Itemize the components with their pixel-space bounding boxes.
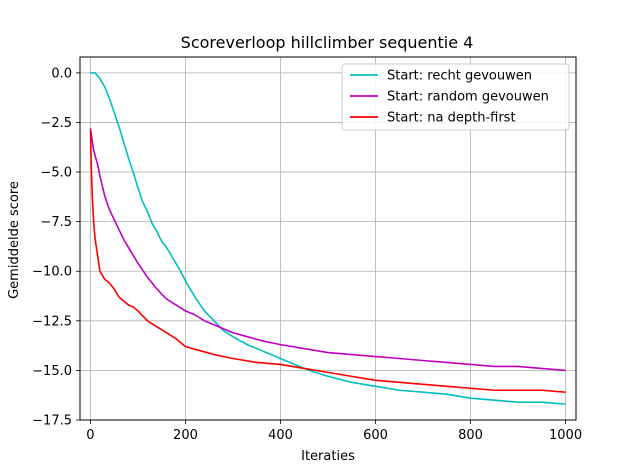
legend-box [341, 63, 570, 131]
legend-label: Start: random gevouwen [387, 90, 549, 105]
series-line-2 [89, 128, 566, 372]
x-tick-label: 1000 [549, 428, 582, 443]
y-axis-label: Gemiddelde score [7, 181, 22, 299]
y-tick-label: −15.0 [32, 364, 72, 379]
x-tick-label: 200 [173, 428, 198, 443]
series-line-3 [89, 130, 566, 394]
y-tick-label: 0.0 [51, 66, 72, 81]
x-axis-label: Iteraties [301, 449, 355, 464]
series-line-1 [90, 72, 566, 405]
plot-frame [79, 56, 577, 421]
y-tick-label: −5.0 [40, 166, 72, 181]
x-tick-label: 600 [363, 428, 388, 443]
x-tick-label: 800 [458, 428, 483, 443]
chart-title: Scoreverloop hillclimber sequentie 4 [181, 33, 474, 52]
series-lines [89, 72, 566, 405]
x-tick-label: 400 [268, 428, 293, 443]
legend: Start: recht gevouwen Start: random gevou… [341, 63, 570, 131]
y-axis-ticks: 0.0 −2.5 −5.0 −7.5 −10.0 −12.5 −15.0 −17.5 [32, 66, 80, 429]
legend-label: Start: na depth-first [387, 111, 516, 126]
y-tick-label: −10.0 [32, 265, 72, 280]
y-tick-label: −2.5 [40, 116, 72, 131]
y-tick-label: −7.5 [40, 215, 72, 230]
y-tick-label: −17.5 [32, 414, 72, 429]
legend-label: Start: recht gevouwen [387, 69, 532, 84]
x-tick-label: 0 [86, 428, 94, 443]
x-axis-ticks: 0 200 400 600 800 1000 [86, 420, 582, 443]
y-tick-label: −12.5 [32, 314, 72, 329]
